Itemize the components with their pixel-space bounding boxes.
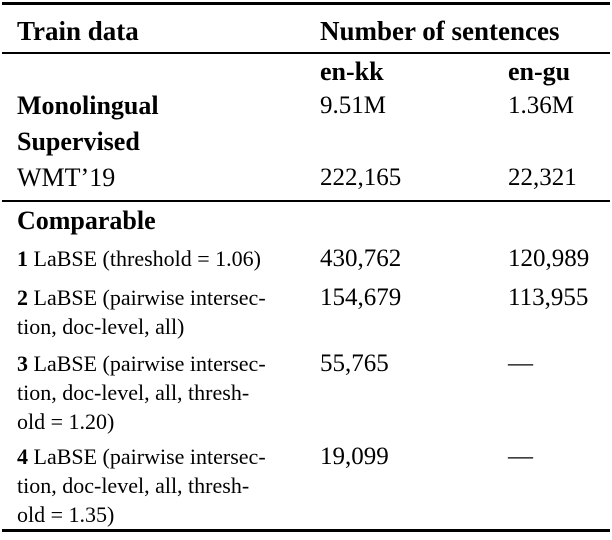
row-label: WMT’19 bbox=[17, 163, 116, 192]
row-labse-3: 3 LaBSE (pairwise intersec- tion, doc-le… bbox=[2, 349, 610, 442]
section-label: Comparable bbox=[2, 200, 320, 241]
row-labse-2: 2 LaBSE (pairwise intersec- tion, doc-le… bbox=[2, 281, 610, 349]
value-en-kk: 154,679 bbox=[320, 284, 402, 311]
row-supervised: Supervised bbox=[2, 123, 610, 159]
row-number: 3 bbox=[17, 351, 28, 376]
row-label: 2 LaBSE (pairwise intersec- tion, doc-le… bbox=[2, 281, 320, 349]
col-header-en-gu: en-gu bbox=[508, 57, 571, 86]
col-header-en-kk: en-kk bbox=[320, 57, 384, 86]
value-en-gu: 113,955 bbox=[508, 284, 589, 311]
header-train-data: Train data bbox=[2, 3, 320, 54]
row-label: Monolingual bbox=[17, 91, 159, 120]
value-en-gu: 120,989 bbox=[508, 245, 590, 272]
empty-header-cell bbox=[2, 53, 320, 87]
value-en-gu: — bbox=[508, 443, 533, 470]
row-wmt19: WMT’19 222,165 22,321 bbox=[2, 159, 610, 201]
value-en-kk-empty bbox=[320, 200, 508, 241]
row-label: Supervised bbox=[17, 127, 140, 156]
row-desc: LaBSE (threshold = 1.06) bbox=[33, 246, 262, 271]
value-en-kk: 222,165 bbox=[320, 164, 402, 191]
value-en-kk-empty bbox=[320, 123, 508, 159]
row-number: 1 bbox=[17, 246, 28, 271]
table-header-row: Train data Number of sentences bbox=[2, 3, 610, 54]
row-desc: LaBSE (pairwise intersec- tion, doc-leve… bbox=[17, 444, 266, 527]
section-comparable: Comparable bbox=[2, 200, 610, 241]
row-label: 1 LaBSE (threshold = 1.06) bbox=[2, 241, 320, 281]
value-en-gu-empty bbox=[508, 123, 610, 159]
value-en-kk: 9.51M bbox=[320, 92, 386, 119]
row-monolingual: Monolingual 9.51M 1.36M bbox=[2, 87, 610, 123]
row-label: 3 LaBSE (pairwise intersec- tion, doc-le… bbox=[2, 349, 320, 442]
value-en-gu: 22,321 bbox=[508, 164, 577, 191]
row-number: 4 bbox=[17, 444, 28, 469]
value-en-gu-empty bbox=[508, 200, 610, 241]
value-en-kk: 19,099 bbox=[320, 443, 389, 470]
value-en-gu: — bbox=[508, 350, 533, 377]
row-labse-1: 1 LaBSE (threshold = 1.06) 430,762 120,9… bbox=[2, 241, 610, 281]
value-en-kk: 430,762 bbox=[320, 245, 402, 272]
row-number: 2 bbox=[17, 285, 28, 310]
row-desc: LaBSE (pairwise intersec- tion, doc-leve… bbox=[17, 285, 266, 339]
header-number-of-sentences: Number of sentences bbox=[320, 3, 610, 54]
value-en-gu: 1.36M bbox=[508, 92, 574, 119]
column-header-row: en-kk en-gu bbox=[2, 53, 610, 87]
value-en-kk: 55,765 bbox=[320, 350, 389, 377]
row-labse-4: 4 LaBSE (pairwise intersec- tion, doc-le… bbox=[2, 442, 610, 531]
row-label: 4 LaBSE (pairwise intersec- tion, doc-le… bbox=[2, 442, 320, 531]
row-desc: LaBSE (pairwise intersec- tion, doc-leve… bbox=[17, 351, 266, 434]
train-data-table: Train data Number of sentences en-kk en-… bbox=[2, 2, 610, 532]
